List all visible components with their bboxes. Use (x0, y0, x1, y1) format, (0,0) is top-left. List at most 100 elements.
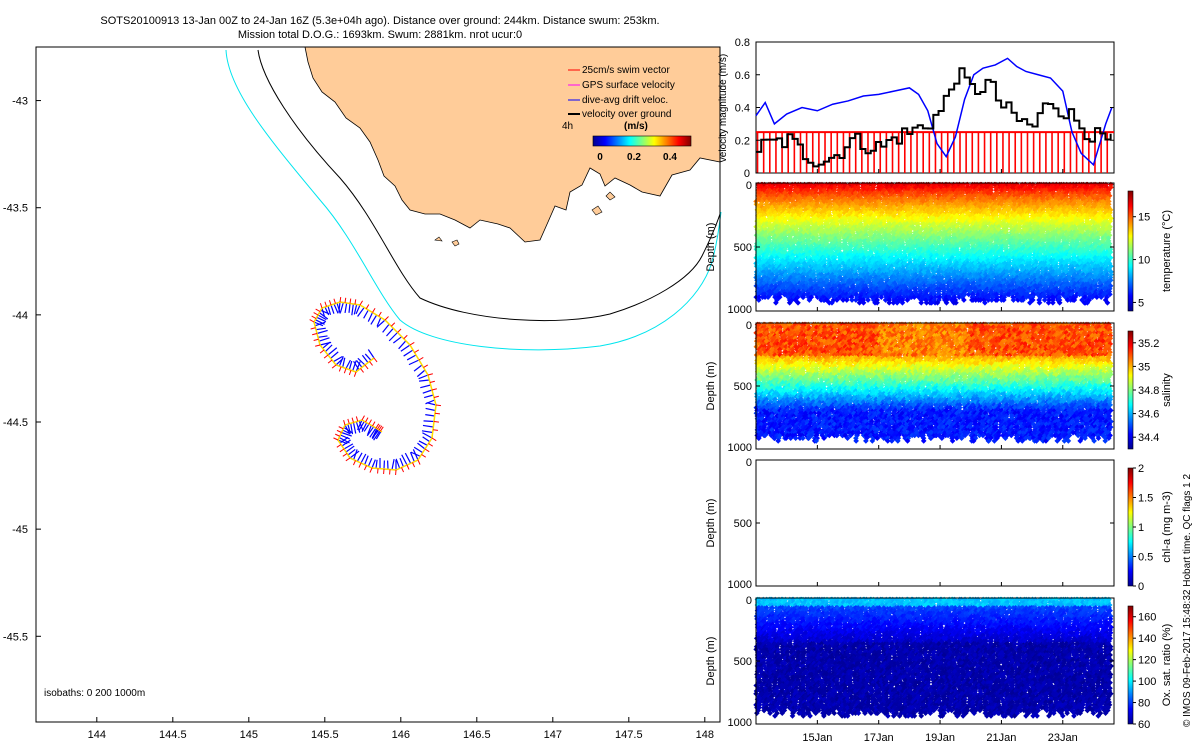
legend-label-swim: 25cm/s swim vector (582, 65, 670, 76)
swim-vector (338, 366, 342, 372)
swim-vector (360, 368, 364, 373)
drift-vector (336, 302, 341, 314)
drift-vector (382, 323, 390, 333)
vel-ytick-label: 0 (744, 168, 750, 180)
drift-vector (398, 340, 407, 350)
drift-vector (333, 303, 339, 314)
swim-vector (333, 298, 336, 304)
drift-vector (388, 332, 398, 342)
swim-vector (355, 416, 359, 422)
swim-vector (435, 404, 442, 407)
map-xtick-label: 147 (544, 729, 562, 741)
drift-vector (403, 349, 414, 357)
swim-vector (428, 443, 433, 447)
swim-vector (349, 298, 352, 304)
drift-vector (358, 421, 365, 432)
land-tasmania (304, 46, 721, 243)
swim-vector (309, 319, 315, 323)
map-xtick-label: 145 (240, 729, 258, 741)
swim-vector (313, 338, 319, 341)
swim-vector (403, 334, 408, 340)
swim-vector (310, 327, 316, 330)
drift-vector (356, 419, 363, 431)
swim-vector (358, 462, 362, 468)
map-xtick-label: 146 (392, 729, 410, 741)
drift-vector (330, 304, 335, 314)
drift-vector (344, 424, 350, 434)
swim-vector (348, 370, 352, 376)
legend-item-ground: velocity over ground (568, 109, 672, 120)
swim-vector (336, 444, 342, 448)
drift-vector (426, 402, 437, 406)
drift-vector (361, 354, 369, 364)
drift-vector (367, 312, 374, 322)
drift-vector (375, 459, 378, 469)
swim-vector (427, 373, 433, 376)
swim-vector (423, 364, 429, 368)
swim-vector (343, 368, 347, 374)
drift-vector (360, 453, 367, 464)
drift-vector (348, 360, 353, 370)
swim-vector (345, 457, 351, 462)
drift-vector (395, 458, 401, 469)
swim-vector (417, 459, 421, 465)
drift-vector (408, 359, 420, 366)
swim-vector (412, 462, 416, 468)
swim-vector (352, 460, 356, 466)
swim-vector (311, 315, 317, 319)
swim-vector (365, 304, 370, 310)
swim-vector (359, 300, 364, 306)
legend-item-gps: GPS surface velocity (568, 80, 675, 91)
title-line-1: SOTS20100913 13-Jan 00Z to 24-Jan 16Z (5… (100, 15, 660, 27)
drift-vector (425, 407, 436, 412)
drift-vector (317, 335, 328, 338)
map-ytick-label: -43.5 (3, 203, 28, 215)
swim-vector (397, 328, 402, 333)
drift-vector (347, 424, 351, 434)
swim-vector (432, 429, 439, 431)
swim-vector (313, 312, 319, 316)
drift-vector (343, 443, 354, 450)
swim-vector (323, 354, 329, 359)
vel-ytick-label: 0.4 (735, 103, 750, 115)
drift-vector (400, 344, 411, 352)
legend-colorbar (592, 135, 692, 147)
drift-vector (418, 374, 429, 380)
swim-vector (353, 371, 357, 377)
legend-cbar-tick-2: 0.4 (663, 152, 677, 163)
vel-ytick-label: 0.8 (735, 37, 750, 49)
drift-vector (412, 449, 419, 461)
swim-vector (312, 333, 318, 336)
drift-vector (327, 347, 338, 356)
drift-vector (337, 439, 348, 445)
swim-vector (339, 448, 345, 453)
swim-vector (324, 301, 327, 307)
map-legend: 25cm/s swim vector GPS surface velocity … (562, 65, 692, 163)
swim-vector (431, 388, 437, 391)
drift-vector (330, 351, 339, 359)
chart-title: SOTS20100913 13-Jan 00Z to 24-Jan 16Z (5… (0, 14, 760, 42)
vel-ytick-label: 0.2 (735, 135, 750, 147)
drift-vector (367, 349, 375, 359)
drift-vector (327, 305, 332, 315)
swim-vector (363, 465, 367, 471)
drift-vector (367, 425, 372, 435)
drift-vector (422, 389, 433, 394)
swim-vector (335, 433, 340, 437)
swim-vector (339, 296, 342, 303)
swim-vector (361, 415, 365, 421)
drift-vector (318, 312, 329, 320)
drift-vector (348, 303, 351, 313)
profile-points (753, 181, 1114, 306)
drift-vector (401, 454, 408, 466)
drift-vector (424, 394, 434, 399)
swim-vector (342, 453, 348, 457)
drift-vector (315, 327, 326, 331)
profile-point (762, 294, 768, 301)
legend-item-dive: dive-avg drift veloc. (568, 95, 668, 106)
legend-time-label: 4h (562, 121, 573, 132)
drift-vector (340, 434, 350, 440)
drift-vector (355, 304, 361, 315)
drift-vector (361, 422, 368, 433)
